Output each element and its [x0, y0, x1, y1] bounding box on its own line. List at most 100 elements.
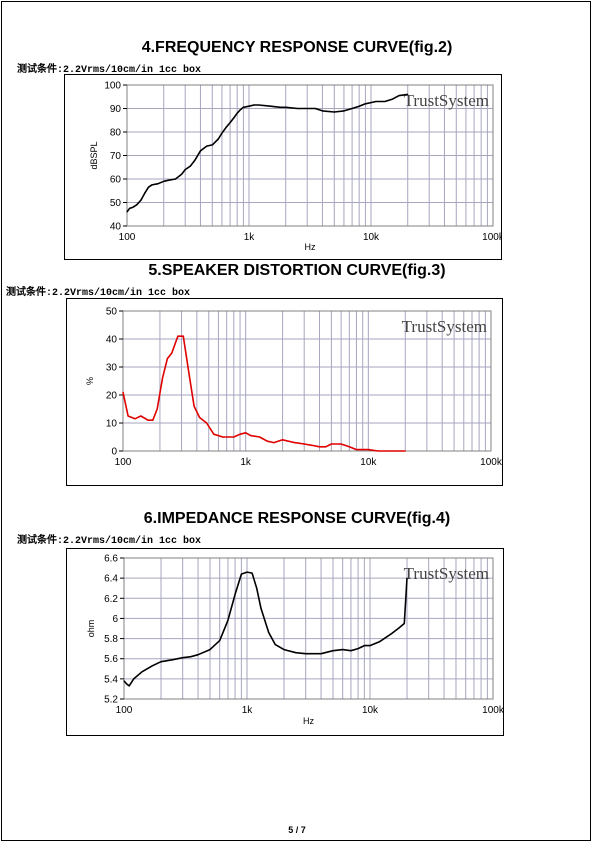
data-point	[364, 103, 366, 105]
data-point	[190, 656, 192, 658]
data-point	[233, 436, 235, 438]
plot-area	[123, 557, 494, 700]
data-point	[391, 632, 393, 635]
data-point	[222, 436, 224, 438]
data-point	[193, 405, 195, 407]
x-tick-label: 100	[119, 232, 136, 243]
data-point	[239, 433, 241, 435]
data-point	[132, 206, 134, 208]
data-point	[147, 186, 150, 188]
frequency-response-chart: 40 50 60 70 80 90 100 100 1k 10k 100k Hz dBSPL TrustS…	[89, 81, 505, 253]
data-point	[375, 100, 377, 103]
data-point	[256, 587, 258, 589]
section-title-impedance: 6.IMPEDANCE RESPONSE CURVE(fig.4)	[143, 510, 451, 527]
y-tick-label: 5.4	[104, 674, 118, 685]
y-tick-label: 5.2	[104, 695, 118, 706]
series-line	[123, 571, 408, 687]
data-point	[129, 207, 131, 209]
data-point	[293, 442, 296, 444]
data-point	[242, 106, 244, 108]
data-point	[199, 150, 202, 152]
data-point	[151, 184, 153, 186]
data-point	[126, 211, 128, 213]
data-point	[343, 110, 345, 112]
data-point	[403, 622, 405, 625]
series-group	[122, 335, 406, 452]
data-point	[246, 571, 248, 573]
x-tick-label: 1k	[240, 457, 252, 468]
data-point	[128, 685, 130, 687]
data-point	[296, 107, 299, 110]
plot-area	[122, 310, 492, 452]
x-tick-label: 100k	[482, 232, 501, 243]
chart-frame-impedance: 5.2 5.4 5.6 5.8 6 6.2 6.4 6.6 100 1k 10k 100k Hz ohm T…	[66, 548, 505, 736]
data-point	[311, 444, 313, 446]
data-point	[245, 432, 247, 434]
section-title-frequency: 4.FREQUENCY RESPONSE CURVE(fig.2)	[141, 39, 453, 56]
data-point	[227, 619, 229, 621]
data-point	[168, 179, 170, 181]
data-point	[161, 377, 164, 379]
y-tick-label: 50	[106, 307, 118, 318]
test-condition-distortion: 测试条件:2.2Vrms/10cm/in 1cc box	[6, 288, 191, 299]
data-point	[140, 415, 142, 417]
x-tick-label: 10k	[360, 457, 377, 468]
y-tick-label: 70	[110, 151, 122, 162]
data-point	[144, 192, 146, 194]
x-tick-label: 100k	[482, 705, 503, 716]
data-point	[269, 105, 272, 107]
data-point	[160, 661, 162, 663]
data-point	[369, 645, 371, 647]
y-tick-label: 100	[104, 81, 121, 92]
data-point	[274, 644, 276, 646]
y-tick-label: 50	[110, 198, 122, 209]
distortion-chart: 0 10 20 30 40 50 100 1k 10k 100k% TrustSystem	[85, 307, 503, 469]
data-point	[377, 450, 379, 452]
x-grid-lines	[159, 311, 486, 451]
data-point	[313, 653, 315, 655]
data-point	[147, 419, 149, 421]
data-point	[236, 112, 238, 114]
y-axis-label: ohm	[86, 620, 96, 638]
data-point	[273, 442, 275, 444]
data-point	[380, 100, 382, 103]
y-tick-label: 30	[106, 363, 118, 374]
data-point	[399, 450, 401, 452]
data-point	[206, 422, 208, 424]
series-group	[123, 571, 408, 687]
data-point	[140, 199, 142, 201]
y-tick-label: 5.6	[104, 654, 118, 665]
data-point	[358, 105, 360, 107]
data-point	[141, 671, 143, 673]
x-tick-label: 100k	[480, 457, 502, 468]
data-point	[342, 649, 344, 651]
data-point	[123, 680, 125, 682]
data-point	[177, 335, 179, 337]
data-point	[184, 169, 186, 171]
data-point	[239, 109, 241, 111]
data-point	[398, 95, 400, 97]
data-point	[250, 435, 252, 437]
data-point	[321, 110, 324, 112]
data-point	[320, 653, 322, 655]
data-point	[127, 415, 129, 417]
x-tick-label: 1k	[244, 232, 256, 243]
data-point	[174, 178, 177, 180]
series-group	[126, 93, 409, 213]
page-number: 5 / 7	[288, 825, 306, 835]
data-point	[330, 443, 332, 445]
x-tick-label: 1k	[242, 705, 254, 716]
data-point	[251, 572, 253, 574]
data-point	[305, 653, 307, 655]
x-tick-label: 100	[115, 457, 132, 468]
data-point	[152, 419, 154, 421]
x-grid-lines	[160, 558, 488, 699]
data-point	[233, 117, 235, 119]
data-point	[259, 436, 261, 438]
data-point	[234, 593, 236, 595]
y-tick-label: 10	[106, 419, 118, 430]
x-axis-label: Hz	[303, 716, 314, 726]
trustsystem-watermark: TrustSystem	[404, 564, 489, 583]
data-point	[351, 107, 353, 110]
